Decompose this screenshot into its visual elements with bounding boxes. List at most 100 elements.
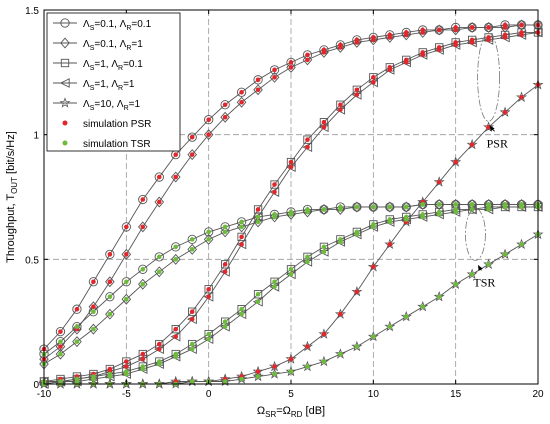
sim-point-tsr	[107, 311, 113, 317]
simulation-points	[41, 22, 541, 387]
sim-point-tsr	[338, 239, 343, 245]
marker-circle	[138, 264, 148, 274]
sim-point-psr	[387, 67, 393, 73]
sim-point-tsr	[420, 304, 426, 310]
sim-point-tsr	[453, 202, 458, 207]
sim-point-tsr	[189, 237, 195, 242]
annotation-ellipse	[465, 207, 486, 261]
legend-label: simulation PSR	[83, 119, 151, 130]
sim-point-tsr	[305, 259, 310, 265]
sim-point-psr	[519, 32, 524, 38]
sim-point-psr	[255, 369, 261, 374]
sim-point-tsr	[107, 294, 113, 300]
sim-point-psr	[124, 252, 129, 257]
sim-point-psr	[502, 25, 508, 30]
sim-point-tsr	[288, 267, 294, 272]
sim-point-tsr	[107, 374, 113, 379]
marker-diamond	[105, 276, 115, 288]
sim-point-psr	[156, 346, 162, 352]
sim-point-tsr	[519, 242, 524, 247]
sim-point-psr	[58, 344, 63, 349]
sim-point-psr	[305, 144, 310, 150]
sim-point-psr	[255, 207, 261, 212]
sim-point-psr	[469, 25, 475, 30]
sim-point-psr	[288, 164, 294, 170]
sim-point-tsr	[58, 339, 63, 344]
x-tick-label: -10	[37, 389, 52, 400]
marker-circle	[220, 100, 230, 110]
sim-point-tsr	[239, 376, 244, 382]
sim-point-tsr	[354, 232, 360, 237]
sim-point-tsr	[189, 346, 195, 352]
sim-point-psr	[371, 80, 376, 85]
legend-sim-dot	[62, 140, 68, 146]
legend: ΛS=0.1, ΛR=0.1 ΛS=0.1, ΛR=1 ΛS=1, ΛR=0.1 ΛS…	[46, 12, 181, 152]
marker-circle	[138, 194, 148, 205]
sim-point-psr	[222, 114, 228, 120]
x-tick-label: -5	[122, 389, 131, 400]
marker-diamond	[187, 243, 197, 255]
sim-point-tsr	[156, 254, 162, 260]
marker-diamond	[335, 203, 346, 215]
sim-point-psr	[305, 344, 310, 349]
marker-diamond	[105, 308, 115, 320]
sim-point-psr	[222, 269, 228, 275]
marker-square	[60, 58, 70, 68]
sim-point-tsr	[354, 204, 360, 210]
sim-point-tsr	[502, 252, 508, 257]
marker-circle	[253, 75, 263, 85]
marker-circle	[154, 172, 164, 182]
marker-diamond	[55, 348, 66, 360]
sim-point-psr	[486, 25, 491, 30]
sim-point-tsr	[156, 269, 162, 275]
marker-diamond	[286, 61, 296, 73]
sim-point-tsr	[222, 319, 228, 324]
sim-point-tsr	[354, 344, 360, 349]
sim-point-psr	[354, 40, 360, 45]
sim-point-psr	[338, 45, 343, 50]
legend-sim-dot	[62, 120, 68, 126]
sim-point-tsr	[420, 202, 426, 207]
sim-point-tsr	[189, 379, 195, 384]
sim-point-tsr	[74, 339, 80, 344]
sim-point-psr	[107, 252, 113, 257]
marker-diamond	[203, 129, 214, 141]
marker-circle	[105, 249, 115, 259]
sim-point-psr	[453, 42, 458, 48]
sim-point-psr	[453, 27, 458, 33]
sim-point-psr	[239, 234, 244, 240]
sim-point-tsr	[272, 279, 277, 285]
marker-diamond	[88, 323, 99, 335]
marker-diamond	[302, 54, 313, 66]
sim-point-tsr	[272, 371, 277, 377]
sim-point-psr	[239, 89, 244, 95]
sim-point-psr	[74, 306, 80, 312]
marker-diamond	[253, 216, 263, 228]
sim-point-tsr	[371, 224, 376, 230]
sim-point-psr	[91, 304, 96, 310]
sim-point-tsr	[288, 271, 294, 277]
marker-square	[270, 180, 279, 189]
marker-diamond	[170, 253, 181, 265]
sim-point-psr	[486, 37, 491, 43]
marker-diamond	[121, 248, 132, 260]
marker-diamond	[203, 233, 214, 245]
marker-diamond	[253, 84, 263, 96]
annotation-ellipse	[477, 32, 501, 122]
marker-square	[237, 232, 246, 242]
marker-circle	[121, 222, 131, 232]
sim-point-tsr	[206, 229, 211, 235]
sim-point-psr	[321, 331, 327, 337]
sim-point-psr	[189, 152, 195, 157]
sim-point-psr	[288, 356, 294, 362]
sim-point-psr	[519, 94, 524, 100]
sim-point-psr	[305, 52, 310, 58]
x-tick-label: 10	[368, 389, 380, 400]
marker-square	[220, 260, 230, 269]
marker-diamond	[72, 323, 82, 335]
sim-point-tsr	[206, 237, 211, 242]
marker-diamond	[434, 198, 444, 210]
marker-diamond	[121, 293, 132, 305]
sim-point-psr	[124, 224, 129, 230]
sim-point-tsr	[338, 207, 343, 212]
